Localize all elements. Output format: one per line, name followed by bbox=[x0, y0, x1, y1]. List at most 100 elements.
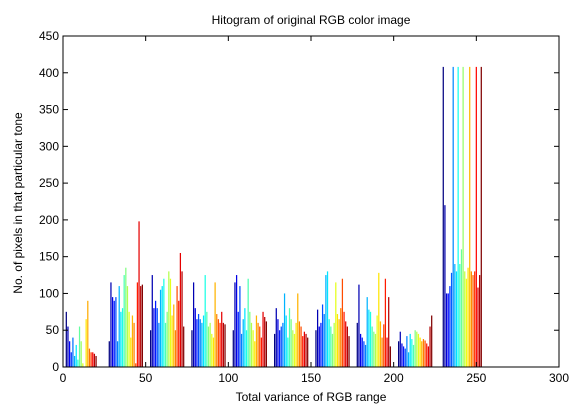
histogram-bar bbox=[70, 352, 72, 367]
x-axis-ticks: 0 50 100 150 200 250 300 bbox=[60, 36, 569, 385]
x-tick-label: 50 bbox=[139, 371, 153, 385]
histogram-bar bbox=[426, 343, 428, 367]
histogram-bar bbox=[141, 284, 143, 367]
histogram-bar bbox=[247, 278, 249, 367]
x-tick-label: 150 bbox=[301, 371, 321, 385]
histogram-bar bbox=[409, 333, 411, 367]
histogram-bar bbox=[386, 337, 388, 367]
y-tick-label: 250 bbox=[39, 176, 59, 190]
histogram-bar bbox=[239, 286, 241, 367]
histogram-bar bbox=[95, 355, 97, 367]
histogram-bar bbox=[164, 322, 167, 367]
histogram-bar bbox=[169, 278, 172, 367]
histogram-bar bbox=[455, 271, 458, 367]
histogram-bar bbox=[244, 308, 246, 367]
histogram-bar bbox=[399, 331, 401, 367]
histogram-bar bbox=[348, 336, 350, 367]
histogram-bar bbox=[130, 337, 132, 367]
histogram-bar bbox=[421, 341, 423, 367]
histogram-bar bbox=[323, 314, 325, 367]
histogram-bar bbox=[113, 300, 115, 367]
y-tick-label: 0 bbox=[52, 360, 59, 374]
histogram-bar bbox=[361, 337, 363, 367]
histogram-bar bbox=[173, 304, 175, 367]
y-tick-label: 300 bbox=[39, 139, 59, 153]
histogram-bar bbox=[82, 363, 84, 367]
histogram-bar bbox=[293, 333, 296, 367]
histogram-bar bbox=[412, 344, 415, 367]
histogram-bar bbox=[262, 311, 264, 367]
histogram-bar bbox=[470, 271, 472, 367]
histogram-bar bbox=[159, 289, 162, 367]
histogram-bar bbox=[240, 333, 243, 367]
histogram-bar bbox=[204, 275, 206, 367]
histogram-bar bbox=[321, 304, 324, 367]
histogram-bar bbox=[316, 309, 319, 367]
histogram-bar bbox=[283, 293, 286, 367]
histogram-bar bbox=[216, 314, 218, 367]
histogram-bar bbox=[341, 278, 344, 367]
histogram-bar bbox=[68, 341, 71, 367]
histogram-bar bbox=[158, 322, 160, 367]
histogram-bar bbox=[381, 337, 383, 367]
histogram-bar bbox=[217, 319, 220, 367]
histogram-bar bbox=[398, 341, 400, 367]
histogram-bar bbox=[278, 330, 281, 367]
histogram-bar bbox=[371, 326, 373, 367]
histogram-bar bbox=[80, 341, 82, 367]
histogram-bar bbox=[346, 326, 348, 367]
histogram-bar bbox=[111, 297, 114, 367]
y-tick-label: 450 bbox=[39, 29, 59, 43]
histogram-bar bbox=[274, 333, 276, 367]
histogram-bar bbox=[115, 297, 117, 367]
histogram-bar bbox=[168, 271, 170, 367]
histogram-bar bbox=[237, 311, 239, 367]
histogram-bar bbox=[366, 297, 368, 367]
histogram-bar bbox=[363, 341, 365, 367]
histogram-bar bbox=[457, 66, 459, 367]
histogram-bar bbox=[181, 271, 183, 367]
histogram-bar bbox=[345, 321, 347, 367]
histogram-bar bbox=[201, 322, 203, 367]
histogram-bar bbox=[374, 333, 377, 367]
histogram-bar bbox=[379, 321, 382, 367]
histogram-bar bbox=[163, 278, 165, 367]
histogram-bar bbox=[219, 322, 221, 367]
histogram-bar bbox=[356, 322, 358, 367]
histogram-bar bbox=[282, 322, 284, 367]
histogram-bar bbox=[467, 267, 469, 367]
histogram-bar bbox=[249, 311, 251, 367]
histogram-bar bbox=[224, 324, 226, 367]
histogram-bar bbox=[384, 278, 387, 367]
x-tick-label: 200 bbox=[384, 371, 404, 385]
chart-title: Hitogram of original RGB color image bbox=[212, 13, 411, 27]
x-tick-label: 100 bbox=[218, 371, 238, 385]
histogram-bar bbox=[151, 275, 153, 367]
histogram-bar bbox=[280, 326, 282, 367]
histogram-bar bbox=[78, 326, 81, 367]
histogram-bar bbox=[297, 293, 299, 367]
histogram-bar bbox=[171, 315, 173, 367]
histogram-bar bbox=[333, 322, 335, 367]
histogram-bar bbox=[65, 311, 67, 367]
histogram-bar bbox=[166, 311, 168, 367]
histogram-bar bbox=[128, 311, 130, 367]
histogram-bar bbox=[295, 322, 297, 367]
histogram-bar bbox=[232, 330, 234, 367]
histogram-bar bbox=[110, 282, 112, 367]
histogram-bar bbox=[183, 326, 185, 367]
histogram-bar bbox=[221, 311, 223, 367]
histogram-bar bbox=[67, 326, 69, 367]
y-tick-label: 200 bbox=[39, 213, 59, 227]
histogram-bar bbox=[209, 322, 211, 367]
histogram-bar bbox=[285, 315, 287, 367]
histogram-bar bbox=[153, 308, 155, 367]
histogram-bar bbox=[250, 322, 253, 367]
histogram-bar bbox=[475, 66, 477, 367]
histogram-bar bbox=[72, 337, 74, 367]
histogram-bar bbox=[462, 66, 464, 367]
y-axis-label: No. of pixels in that particular tone bbox=[11, 112, 25, 294]
histogram-bar bbox=[414, 330, 416, 367]
histogram-bar bbox=[131, 315, 134, 367]
